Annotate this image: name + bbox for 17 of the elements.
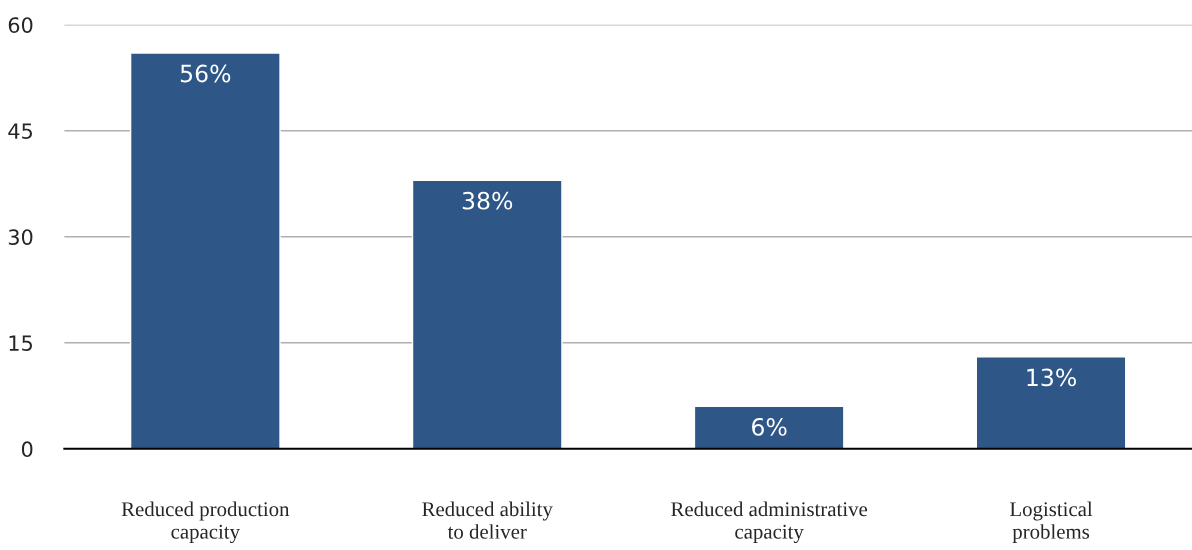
y-tick-label: 0 xyxy=(21,441,33,458)
y-tick-label: 60 xyxy=(8,17,33,33)
x-tick-label: Logistical problems xyxy=(1009,501,1093,544)
x-tick-label: Reduced administrative capacity xyxy=(671,501,868,544)
data-label: 38% xyxy=(462,191,513,210)
bar xyxy=(129,52,281,449)
y-tick-label: 45 xyxy=(8,123,32,139)
y-tick-label: 30 xyxy=(8,229,33,245)
y-tick-label: 15 xyxy=(9,335,32,351)
bar xyxy=(411,179,563,449)
bar xyxy=(693,405,845,449)
data-label: 13% xyxy=(1027,368,1076,387)
x-tick-label: Reduced ability to deliver xyxy=(422,501,553,539)
x-tick-label: Reduced production capacity xyxy=(121,501,290,544)
data-label: 6% xyxy=(752,417,787,436)
bar xyxy=(975,356,1127,449)
data-label: 56% xyxy=(180,64,231,83)
